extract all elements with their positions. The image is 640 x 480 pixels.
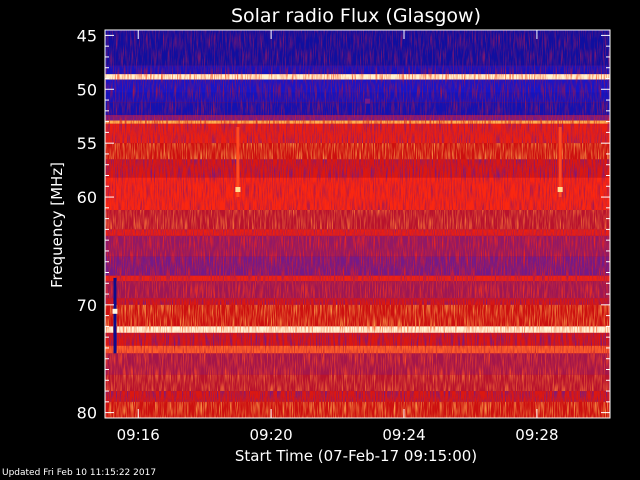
y-tick-label-4: 70 bbox=[77, 296, 97, 315]
frequency-band-texture-17 bbox=[105, 281, 610, 299]
x-axis-label: Start Time (07-Feb-17 09:15:00) bbox=[235, 447, 477, 465]
frequency-band-texture-21 bbox=[105, 332, 610, 346]
spot-feature-1 bbox=[112, 308, 118, 314]
frequency-band-texture-22 bbox=[105, 345, 610, 354]
frequency-band-texture-12 bbox=[105, 209, 610, 230]
y-axis-label: Frequency [MHz] bbox=[48, 162, 66, 288]
axes: 45 50 55 60 70 80 09:16 09:20 09:24 09:28 bbox=[77, 26, 610, 444]
frequency-band-texture-24 bbox=[105, 374, 610, 392]
plot-frame bbox=[104, 29, 611, 419]
frequency-band-texture-1 bbox=[105, 65, 610, 75]
frequency-band-texture-6 bbox=[105, 115, 610, 121]
frequency-band-texture-9 bbox=[105, 143, 610, 160]
y-tick-label-0: 45 bbox=[77, 26, 97, 45]
frequency-band-texture-14 bbox=[105, 235, 610, 257]
frequency-band-texture-16 bbox=[105, 275, 610, 282]
frequency-band-texture-7 bbox=[105, 120, 610, 124]
frequency-band-texture-5 bbox=[105, 102, 610, 116]
updated-timestamp: Updated Fri Feb 10 11:15:22 2017 bbox=[2, 468, 157, 478]
vertical-feature-2 bbox=[236, 127, 240, 198]
x-tick-label-0: 09:16 bbox=[117, 426, 160, 444]
vertical-feature-0 bbox=[113, 277, 117, 354]
frequency-band-texture-2 bbox=[105, 74, 610, 80]
spot-feature-6 bbox=[557, 187, 563, 193]
y-tick-label-1: 50 bbox=[77, 80, 97, 99]
frequency-band-texture-11 bbox=[105, 177, 610, 210]
frequency-band-texture-0 bbox=[105, 30, 610, 66]
y-tick-label-2: 55 bbox=[77, 134, 97, 153]
frequency-band-texture-26 bbox=[105, 401, 610, 418]
plot-area bbox=[105, 30, 610, 418]
vertical-feature-5 bbox=[558, 127, 562, 198]
frequency-band-texture-10 bbox=[105, 159, 610, 178]
frequency-band-texture-19 bbox=[105, 304, 610, 327]
frequency-band-texture-15 bbox=[105, 256, 610, 276]
spot-feature-4 bbox=[364, 98, 370, 104]
spot-feature-3 bbox=[235, 187, 241, 193]
frequency-band-texture-8 bbox=[105, 123, 610, 144]
frequency-band-texture-25 bbox=[105, 391, 610, 402]
frequency-band-texture-3 bbox=[105, 79, 610, 93]
x-tick-label-2: 09:24 bbox=[382, 426, 425, 444]
spectrogram-texture bbox=[105, 30, 610, 418]
chart-title: Solar radio Flux (Glasgow) bbox=[231, 5, 481, 27]
spectral-features bbox=[112, 98, 563, 354]
x-tick-label-3: 09:28 bbox=[515, 426, 558, 444]
y-tick-label-3: 60 bbox=[77, 188, 97, 207]
frequency-band-texture-18 bbox=[105, 298, 610, 305]
x-tick-label-1: 09:20 bbox=[250, 426, 293, 444]
frequency-band-texture-13 bbox=[105, 229, 610, 236]
frequency-band-texture-23 bbox=[105, 353, 610, 375]
frequency-band-texture-20 bbox=[105, 326, 610, 333]
y-tick-label-5: 80 bbox=[77, 404, 97, 423]
frequency-band-texture-4 bbox=[105, 92, 610, 103]
